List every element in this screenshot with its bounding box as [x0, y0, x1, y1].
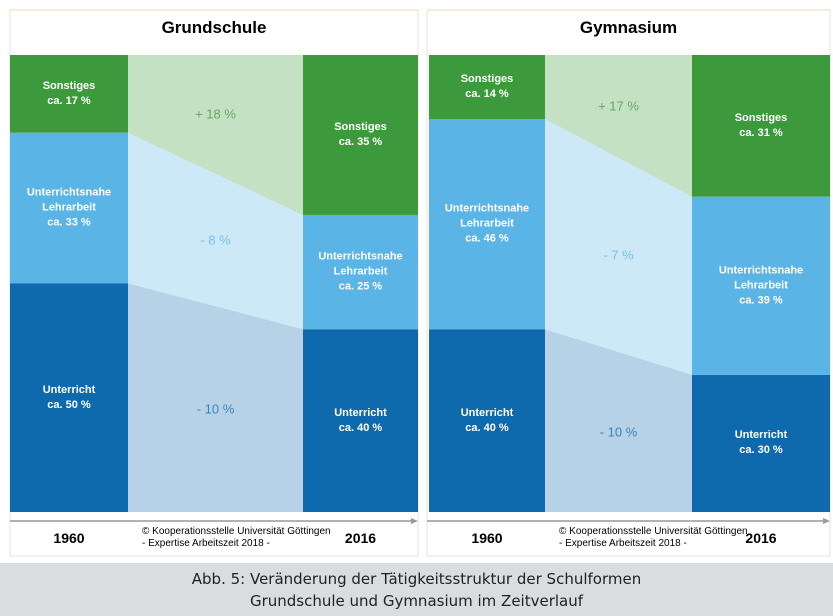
value-label: ca. 35 %	[338, 135, 383, 148]
transition-band	[128, 55, 303, 215]
axis-arrow	[823, 518, 830, 524]
value-label: ca. 30 %	[739, 444, 783, 457]
change-label: - 8 %	[200, 232, 231, 248]
bar-segment	[692, 196, 830, 375]
bar-segment	[303, 329, 418, 512]
bar-segment	[692, 55, 830, 197]
category-label: 2016	[344, 530, 377, 546]
series-name: Unterricht	[734, 429, 788, 442]
bar-segment	[10, 132, 128, 284]
value-label: ca. 31 %	[739, 126, 783, 139]
caption-line: Abb. 5: Veränderung der Tätigkeitsstrukt…	[191, 570, 642, 588]
series-name: Sonstiges	[734, 111, 788, 124]
series-name: Unterrichtsnahe Lehrarbeit	[444, 202, 530, 230]
change-label: + 18 %	[195, 106, 236, 122]
axis-arrow	[411, 518, 418, 524]
transition-band	[545, 55, 692, 197]
transition-band	[545, 329, 692, 512]
bar-label: Unterricht ca. 40 %	[307, 406, 414, 436]
value-label: ca. 40 %	[338, 421, 383, 434]
series-name: Unterrichtsnahe Lehrarbeit	[26, 186, 112, 214]
series-name: Unterricht	[460, 406, 514, 419]
bar-segment	[429, 55, 545, 119]
bar-label: Sonstiges ca. 31 %	[696, 111, 826, 141]
bar-label: Unterricht ca. 50 %	[14, 383, 124, 413]
chart-title: Gymnasium	[579, 18, 678, 37]
bar-segment	[429, 118, 545, 330]
bar-segment	[429, 329, 545, 512]
source-line: © Kooperationsstelle Universität Götting…	[142, 526, 331, 537]
value-label: ca. 17 %	[47, 94, 91, 107]
bar-label: Unterricht ca. 30 %	[696, 428, 826, 458]
value-label: ca. 50 %	[47, 398, 91, 411]
series-name: Unterricht	[334, 406, 387, 419]
source-note: © Kooperationsstelle Universität Götting…	[142, 526, 331, 550]
value-label: ca. 40 %	[465, 421, 509, 434]
value-label: ca. 25 %	[338, 280, 383, 293]
bar-label: Unterrichtsnahe Lehrarbeit ca. 46 %	[433, 202, 541, 247]
value-label: ca. 46 %	[465, 232, 509, 245]
value-label: ca. 14 %	[465, 87, 509, 100]
change-label: - 10 %	[196, 401, 235, 417]
charts	[9, 9, 831, 557]
bar-segment	[303, 214, 418, 330]
transition-band	[545, 118, 692, 375]
bar-label: Sonstiges ca. 17 %	[14, 79, 124, 109]
chart-title: Grundschule	[161, 18, 267, 37]
bar-label: Unterrichtsnahe Lehrarbeit ca. 25 %	[307, 250, 414, 295]
caption: Abb. 5: Veränderung der Tätigkeitsstrukt…	[0, 563, 833, 616]
bar-label: Unterricht ca. 40 %	[433, 406, 541, 436]
bar-label: Unterrichtsnahe Lehrarbeit ca. 39 %	[696, 263, 826, 308]
bar-label: Unterrichtsnahe Lehrarbeit ca. 33 %	[14, 186, 124, 231]
series-name: Unterricht	[42, 383, 96, 396]
series-name: Unterrichtsnahe Lehrarbeit	[318, 250, 403, 278]
bar-label: Sonstiges ca. 35 %	[307, 120, 414, 150]
value-label: ca. 33 %	[47, 216, 91, 229]
transition-band	[128, 132, 303, 330]
series-name: Sonstiges	[334, 120, 387, 133]
source-line: © Kooperationsstelle Universität Götting…	[559, 526, 748, 537]
bar-segment	[10, 283, 128, 512]
source-line: - Expertise Arbeitszeit 2018 -	[142, 538, 270, 549]
source-line: - Expertise Arbeitszeit 2018 -	[559, 538, 687, 549]
bar-segment	[303, 55, 418, 215]
change-label: - 7 %	[603, 247, 634, 263]
series-name: Sonstiges	[460, 72, 514, 85]
category-label: 1960	[53, 530, 85, 546]
value-label: ca. 39 %	[739, 294, 783, 307]
bar-segment	[692, 374, 830, 512]
category-label: 2016	[745, 530, 777, 546]
bar-label: Sonstiges ca. 14 %	[433, 72, 541, 102]
source-note: © Kooperationsstelle Universität Götting…	[559, 526, 748, 550]
change-label: - 10 %	[599, 424, 638, 440]
change-label: + 17 %	[598, 98, 639, 114]
series-name: Sonstiges	[42, 79, 96, 92]
category-label: 1960	[471, 530, 503, 546]
bar-segment	[10, 55, 128, 133]
transition-band	[128, 283, 303, 512]
caption-line: Grundschule und Gymnasium im Zeitverlauf	[249, 592, 584, 610]
series-name: Unterrichtsnahe Lehrarbeit	[718, 264, 804, 292]
